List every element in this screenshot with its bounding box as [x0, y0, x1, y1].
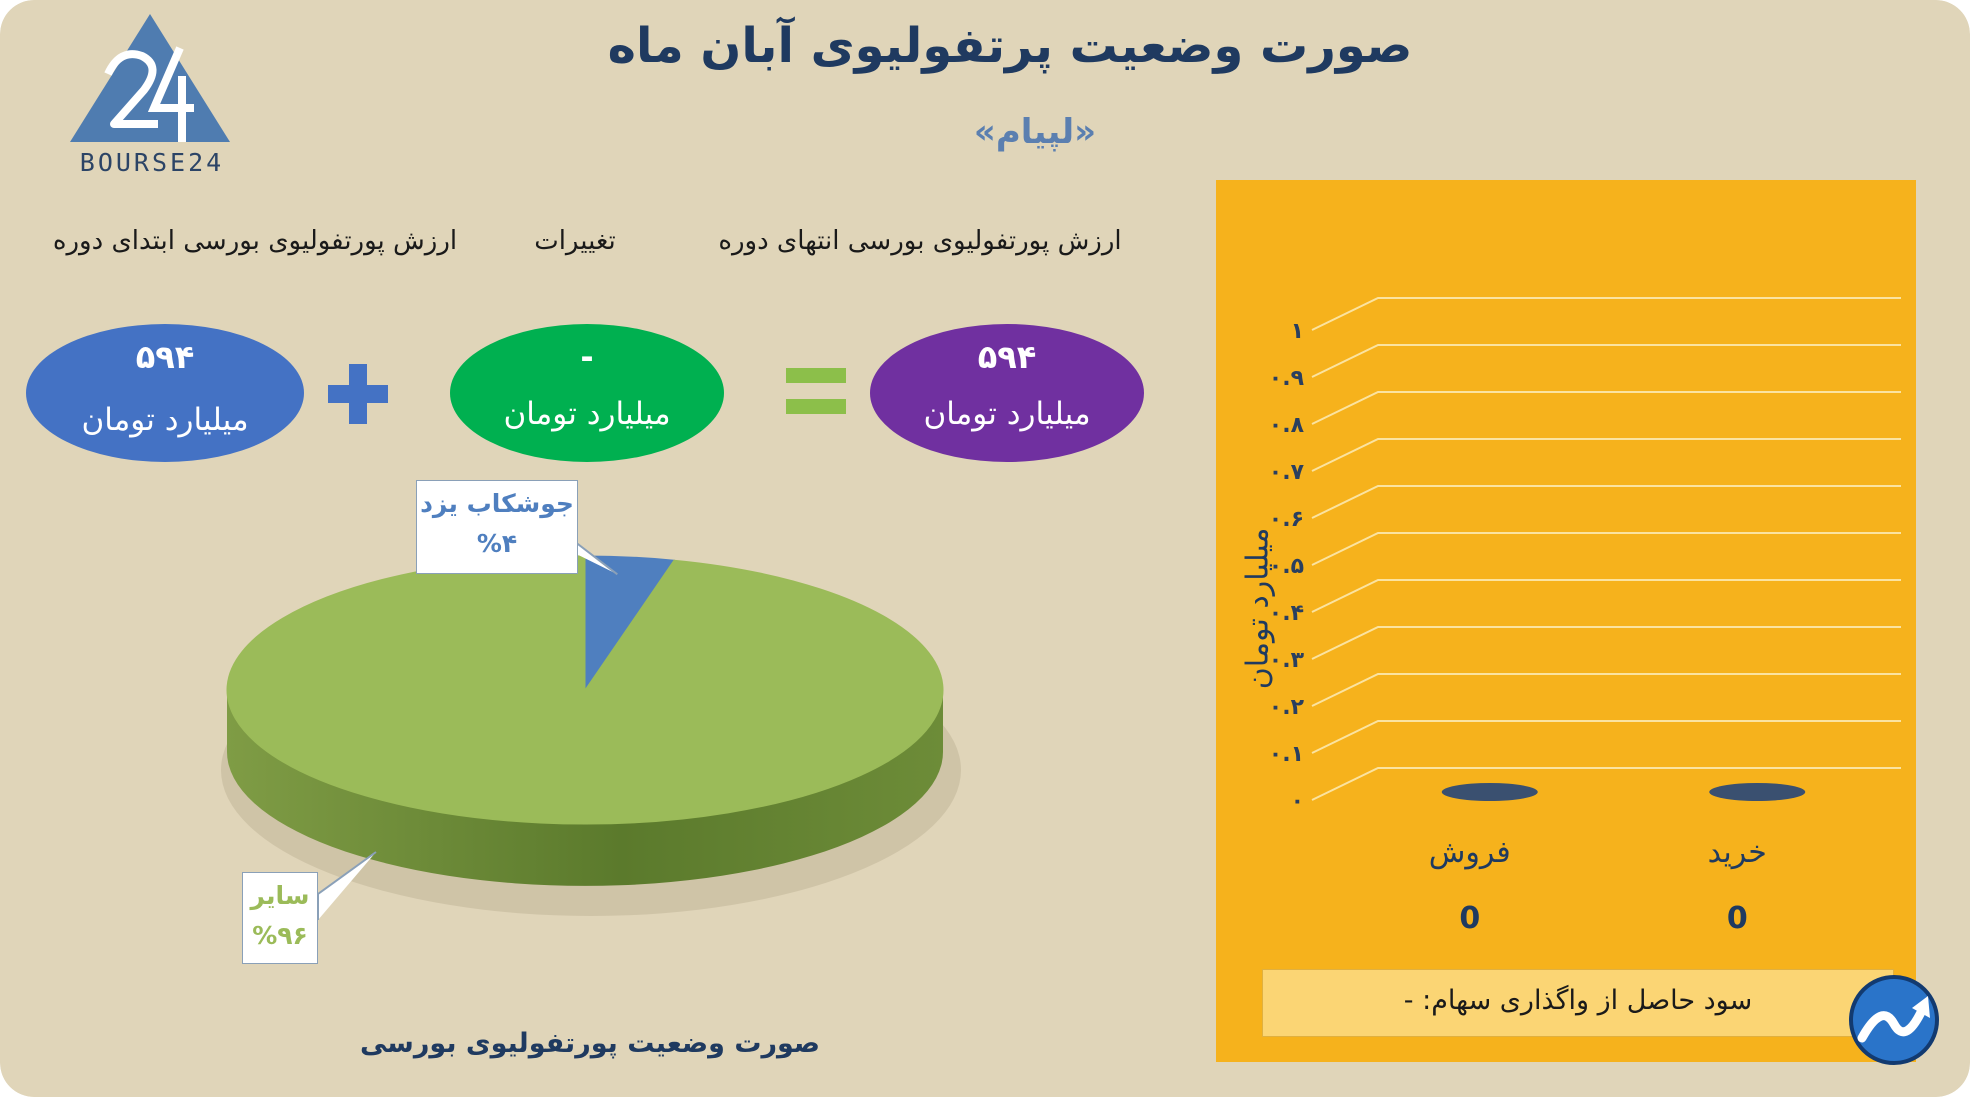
pie-label-box-joshkab: جوشکاب یزد %۴: [416, 480, 578, 574]
bar-gridline: [1311, 297, 1901, 331]
bourse24-logo: BOURSE24: [62, 12, 242, 177]
bar-gridline: [1311, 579, 1901, 613]
bar-y-tick: ۰.۷: [1269, 460, 1305, 485]
company-name: «لپیام»: [973, 112, 1097, 152]
change-value: -: [580, 338, 594, 376]
bar-y-tick: ۰.۴: [1269, 601, 1304, 626]
equals-icon: [786, 368, 846, 414]
pie-value-other: %۹۶: [252, 921, 308, 950]
profit-box: سود حاصل از واگذاری سهام: -: [1262, 969, 1894, 1037]
end-value-oval: ۵۹۴ میلیارد تومان: [870, 324, 1144, 462]
trend-arrow-icon: [1849, 975, 1939, 1065]
bar-y-tick: ۰.۵: [1269, 554, 1304, 579]
bar-gridline: [1311, 344, 1901, 378]
bar-value-label: 0: [1459, 901, 1480, 936]
bar-1: [1441, 783, 1538, 801]
bar-category-label: فروش: [1429, 835, 1511, 870]
bar-gridline: [1311, 391, 1901, 425]
bar-chart: ۰ ۰.۱ ۰.۲ ۰.۳ ۰.۴ ۰.۵ ۰.۶ ۰.۷ ۰.۸ ۰.۹ ۱ خرید 0 فروش 0: [1269, 297, 1901, 936]
bar-y-tick: ۰.۶: [1269, 507, 1304, 532]
change-value-oval: - میلیارد تومان: [450, 324, 724, 462]
bar-gridline: [1311, 626, 1901, 660]
bar-y-tick: ۰.۹: [1269, 366, 1304, 391]
logo-text: BOURSE24: [79, 148, 225, 177]
end-value-label: ارزش پورتفولیوی بورسی انتهای دوره: [718, 226, 1122, 256]
bourse24-logo-icon: [70, 14, 230, 142]
bar-y-tick: ۱: [1291, 319, 1304, 344]
pie-side: [227, 690, 943, 886]
bar-y-axis-label: میلیارد تومان: [1240, 527, 1276, 690]
start-unit: میلیارد تومان: [81, 402, 249, 438]
bar-gridline: [1311, 720, 1901, 754]
bar-gridline: [1311, 485, 1901, 519]
end-unit: میلیارد تومان: [923, 396, 1091, 432]
pie-slice-1: [226, 555, 944, 825]
bar-value-label: 0: [1727, 901, 1748, 936]
bar-gridline: [1311, 767, 1901, 801]
change-unit: میلیارد تومان: [503, 396, 671, 432]
bar-gridline: [1311, 438, 1901, 472]
profit-label: سود حاصل از واگذاری سهام: -: [1403, 985, 1753, 1016]
bar-y-tick: ۰.۸: [1269, 413, 1305, 438]
bar-gridline: [1311, 532, 1901, 566]
bar-0: [1709, 783, 1806, 801]
bar-gridline: [1311, 673, 1901, 707]
bar-y-tick: ۰.۳: [1269, 648, 1305, 673]
bar-y-tick: ۰.۱: [1269, 742, 1304, 767]
bar-y-tick: ۰: [1291, 789, 1304, 814]
pie-label-joshkab: جوشکاب یزد: [420, 489, 574, 518]
page-title: صورت وضعیت پرتفولیوی آبان ماه: [607, 18, 1413, 74]
pie-label-box-other: سایر %۹۶: [242, 872, 318, 964]
start-value-label: ارزش پورتفولیوی بورسی ابتدای دوره: [52, 226, 458, 256]
pie-chart-title: صورت وضعیت پورتفولیوی بورسی: [359, 1028, 821, 1059]
pie-value-joshkab: %۴: [476, 529, 518, 558]
change-label: تغییرات: [534, 226, 616, 256]
plus-icon: [328, 364, 388, 424]
start-value: ۵۹۴: [135, 338, 195, 376]
bar-category-label: خرید: [1708, 835, 1767, 870]
bar-y-tick: ۰.۲: [1269, 695, 1305, 720]
pie-leader-other: [317, 851, 377, 920]
start-value-oval: ۵۹۴ میلیارد تومان: [26, 324, 304, 462]
trades-panel: [1216, 180, 1916, 1062]
end-value: ۵۹۴: [977, 338, 1037, 376]
pie-label-other: سایر: [250, 881, 310, 910]
